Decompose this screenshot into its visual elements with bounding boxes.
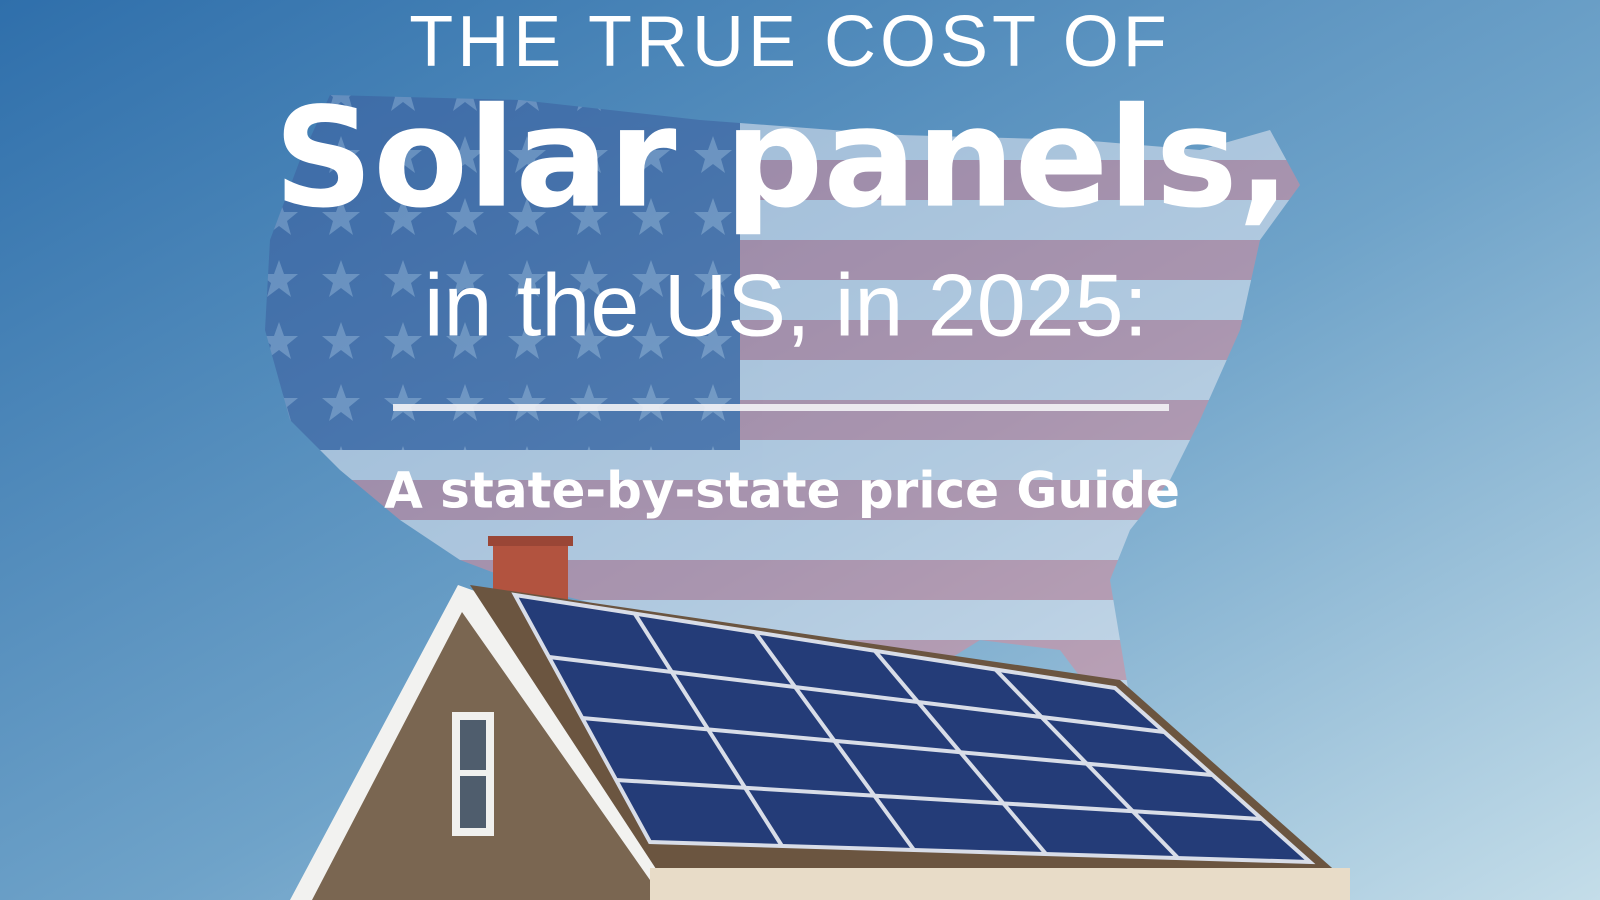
title: Solar panels,	[274, 78, 1290, 239]
subtitle: in the US, in 2025:	[424, 255, 1148, 354]
chimney-cap	[488, 536, 573, 546]
panel-lines	[548, 612, 1262, 860]
chimney	[493, 540, 568, 600]
solar-array	[511, 592, 1316, 865]
tagline: A state-by-state price Guide	[384, 462, 1180, 520]
window-pane	[460, 720, 486, 770]
divider	[393, 404, 1169, 411]
kicker: THE TRUE COST OF	[409, 2, 1170, 82]
eave	[650, 868, 1350, 900]
window-pane	[460, 776, 486, 828]
